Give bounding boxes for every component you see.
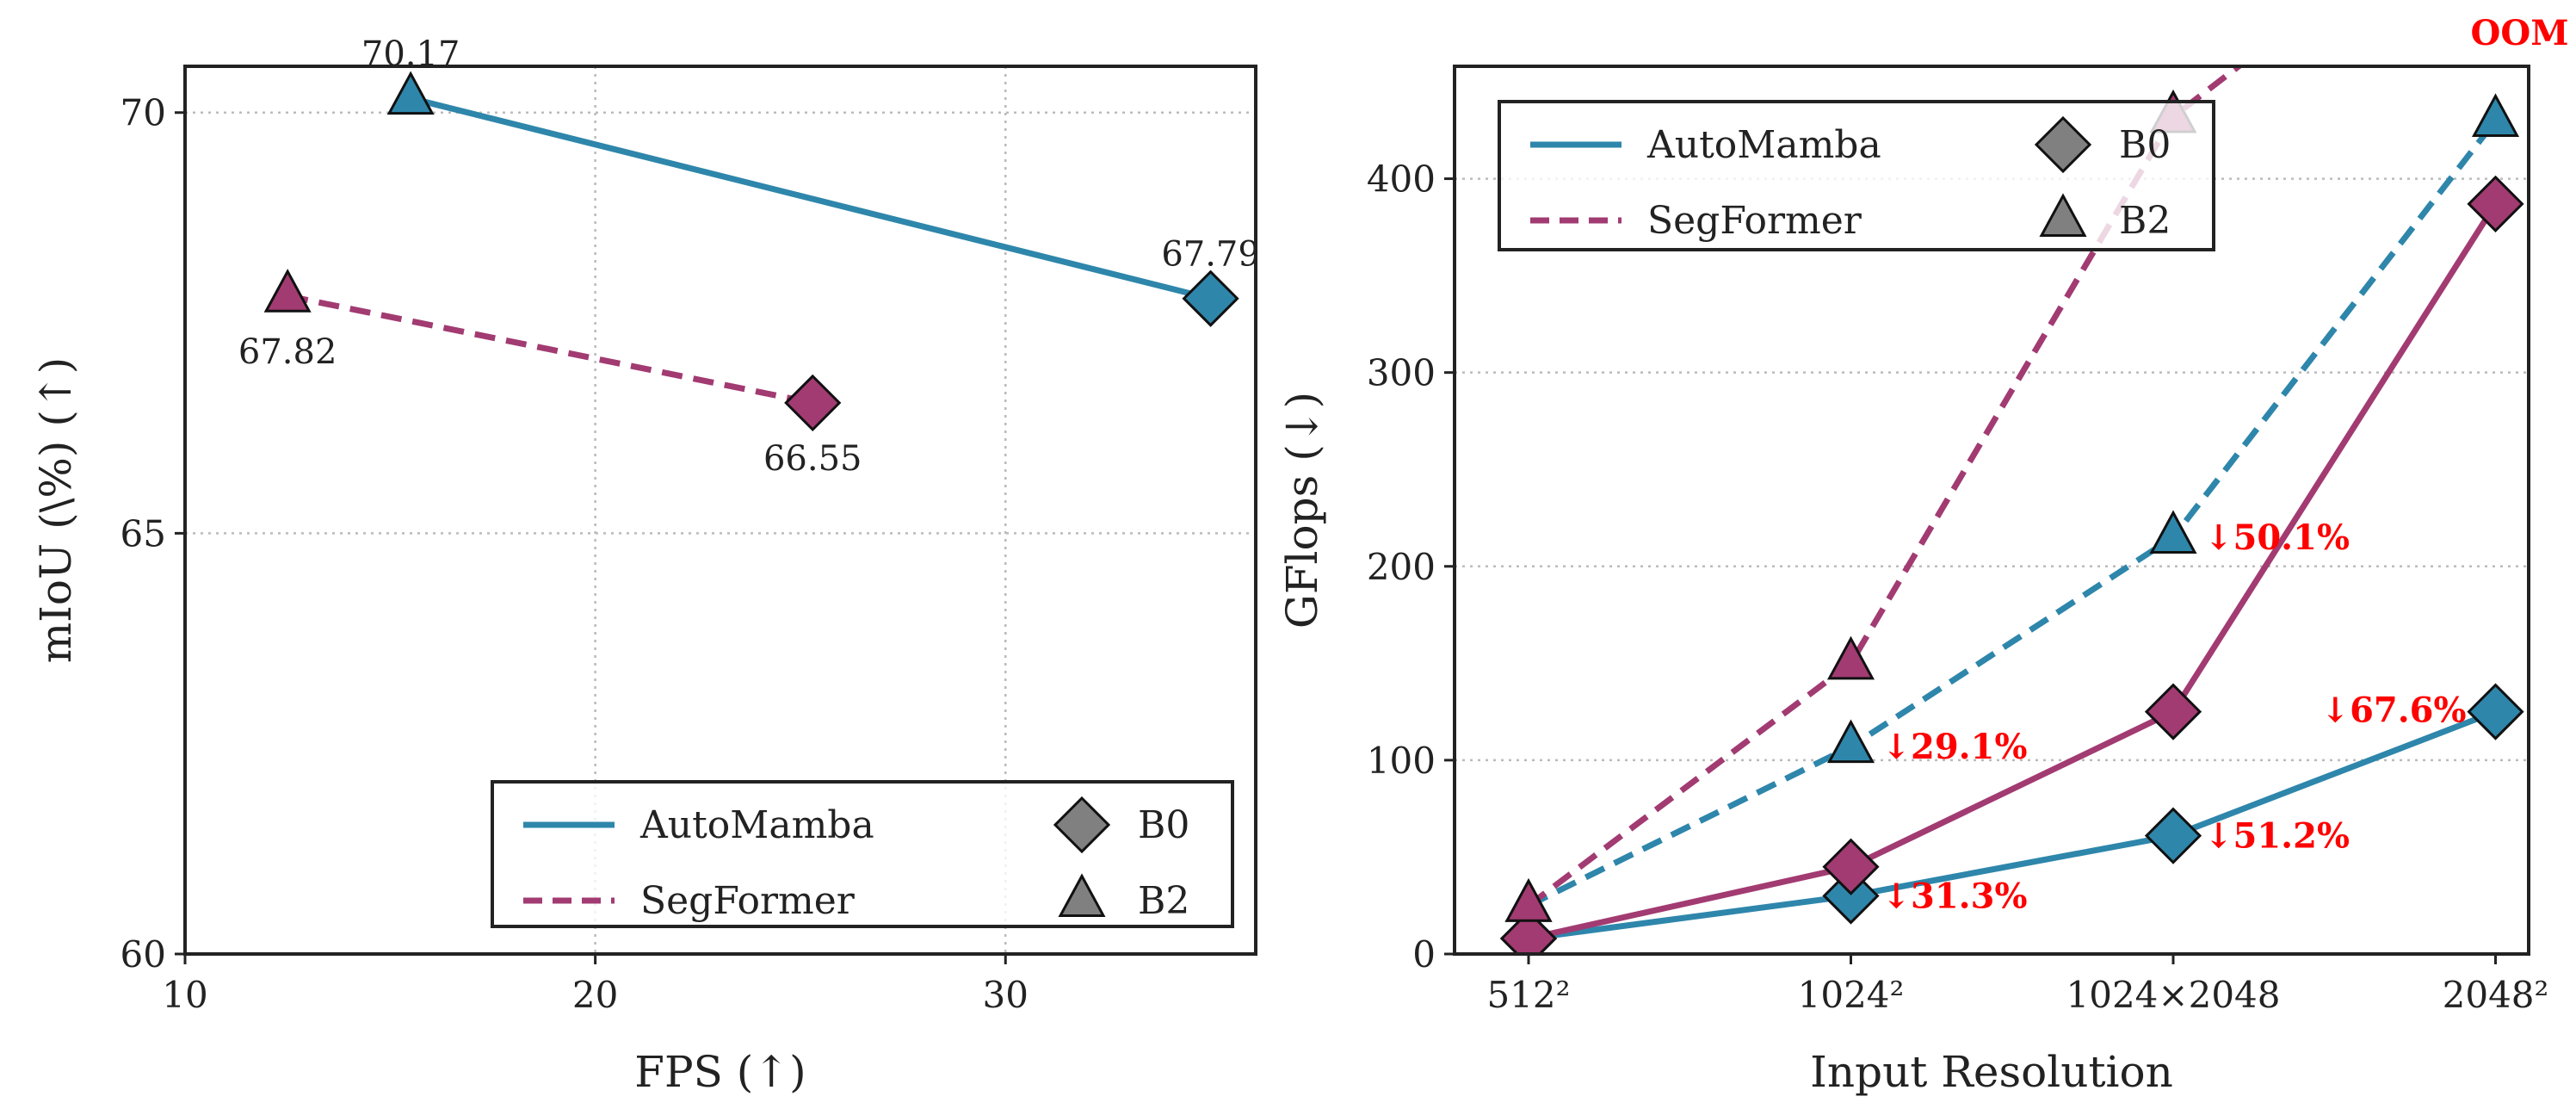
reduction-annotation: ↓67.6%	[2321, 691, 2467, 731]
point-segformer-b2	[263, 269, 312, 313]
legend-label-automamba: AutoMamba	[1646, 123, 1881, 167]
axes-frame	[183, 65, 1257, 956]
y-tick-label: 200	[1367, 546, 1436, 588]
series-line-segformer-b0	[1528, 201, 2499, 942]
reduction-annotation: ↓50.1%	[2204, 517, 2350, 558]
legend-label-b0: B0	[2119, 123, 2171, 167]
y-axis-label: GFlops (↓)	[1277, 392, 1327, 629]
point-automamba-b0	[1182, 269, 1239, 327]
legend-label-b2: B2	[1138, 879, 1189, 923]
data-label: 67.82	[238, 332, 337, 372]
series-line-automamba-b0	[1528, 709, 2497, 942]
series-line-segformer	[287, 293, 813, 406]
y-tick-label: 65	[120, 512, 166, 554]
y-tick-label: 100	[1367, 740, 1436, 782]
point-segformer-b2	[1504, 878, 1553, 922]
data-label: 66.55	[763, 439, 862, 479]
point-segformer-b0	[1822, 838, 1880, 895]
point-automamba-b2	[2149, 510, 2197, 554]
point-automamba-b0	[2144, 807, 2202, 864]
point-segformer-b2	[1826, 635, 1875, 680]
legend-label-b0: B0	[1138, 803, 1189, 847]
data-label: 70.17	[361, 34, 460, 74]
legend-label-segformer: SegFormer	[1647, 199, 1863, 243]
point-segformer-b0	[1499, 909, 1558, 954]
legend-frame	[1498, 100, 2215, 251]
y-tick-label: 70	[120, 92, 166, 134]
chart-gflops-vs-resolution: 0 100 200 300 400 512² 1024² 1024×2048 2048² Auto…	[1277, 13, 2569, 1097]
chart-miou-vs-fps: 10 20 30 60 65 70 70.17 67.79 67.82 66.55 AutoMamb…	[31, 34, 1260, 1097]
x-tick-label: 2048²	[2443, 974, 2549, 1016]
legend: AutoMamba SegFormer B0 B2	[491, 780, 1234, 928]
series-line-segformer-b2	[1526, 66, 2244, 908]
y-tick-label: 0	[1412, 933, 1436, 976]
point-automamba-b0	[2467, 683, 2524, 740]
data-label: 67.79	[1161, 235, 1260, 275]
point-segformer-b0	[784, 374, 842, 432]
oom-annotation: OOM	[2471, 13, 2569, 53]
reduction-annotation: ↓51.2%	[2204, 816, 2350, 857]
legend: AutoMamba SegFormer B0 B2	[1498, 100, 2215, 251]
legend-label-segformer: SegFormer	[640, 879, 856, 923]
x-tick-label: 512²	[1486, 974, 1570, 1016]
x-tick-label: 1024×2048	[2066, 974, 2281, 1016]
legend-marker-b2	[2039, 193, 2087, 237]
x-tick-label: 1024²	[1798, 974, 1905, 1016]
x-tick-label: 20	[572, 974, 618, 1016]
x-tick-label: 30	[983, 974, 1029, 1016]
y-tick-label: 60	[120, 933, 166, 976]
point-automamba-b2	[386, 71, 435, 115]
legend-marker-b0	[1053, 796, 1111, 854]
point-automamba-b2	[2471, 93, 2520, 138]
point-segformer-b0	[2144, 683, 2202, 740]
x-tick-label: 10	[162, 974, 207, 1016]
legend-marker-b2	[1058, 873, 1106, 917]
y-axis-label: mIoU (\%) (↑)	[31, 357, 81, 663]
x-axis-label: FPS (↑)	[634, 1047, 806, 1097]
legend-label-b2: B2	[2119, 199, 2171, 243]
series-line-automamba	[410, 95, 1212, 302]
point-segformer-b0	[2467, 175, 2524, 232]
legend-frame	[491, 780, 1234, 928]
y-tick-label: 300	[1367, 352, 1436, 394]
legend-label-automamba: AutoMamba	[639, 803, 874, 847]
x-axis-label: Input Resolution	[1810, 1047, 2173, 1097]
series-line-automamba-b2	[1527, 118, 2499, 908]
point-automamba-b0	[1822, 867, 1880, 925]
legend-marker-b0	[2034, 115, 2092, 174]
axes-frame	[1453, 65, 2530, 956]
reduction-annotation: ↓29.1%	[1882, 727, 2028, 767]
point-automamba-b2	[1826, 719, 1875, 764]
reduction-annotation: ↓31.3%	[1882, 876, 2028, 916]
y-tick-label: 400	[1367, 158, 1436, 201]
